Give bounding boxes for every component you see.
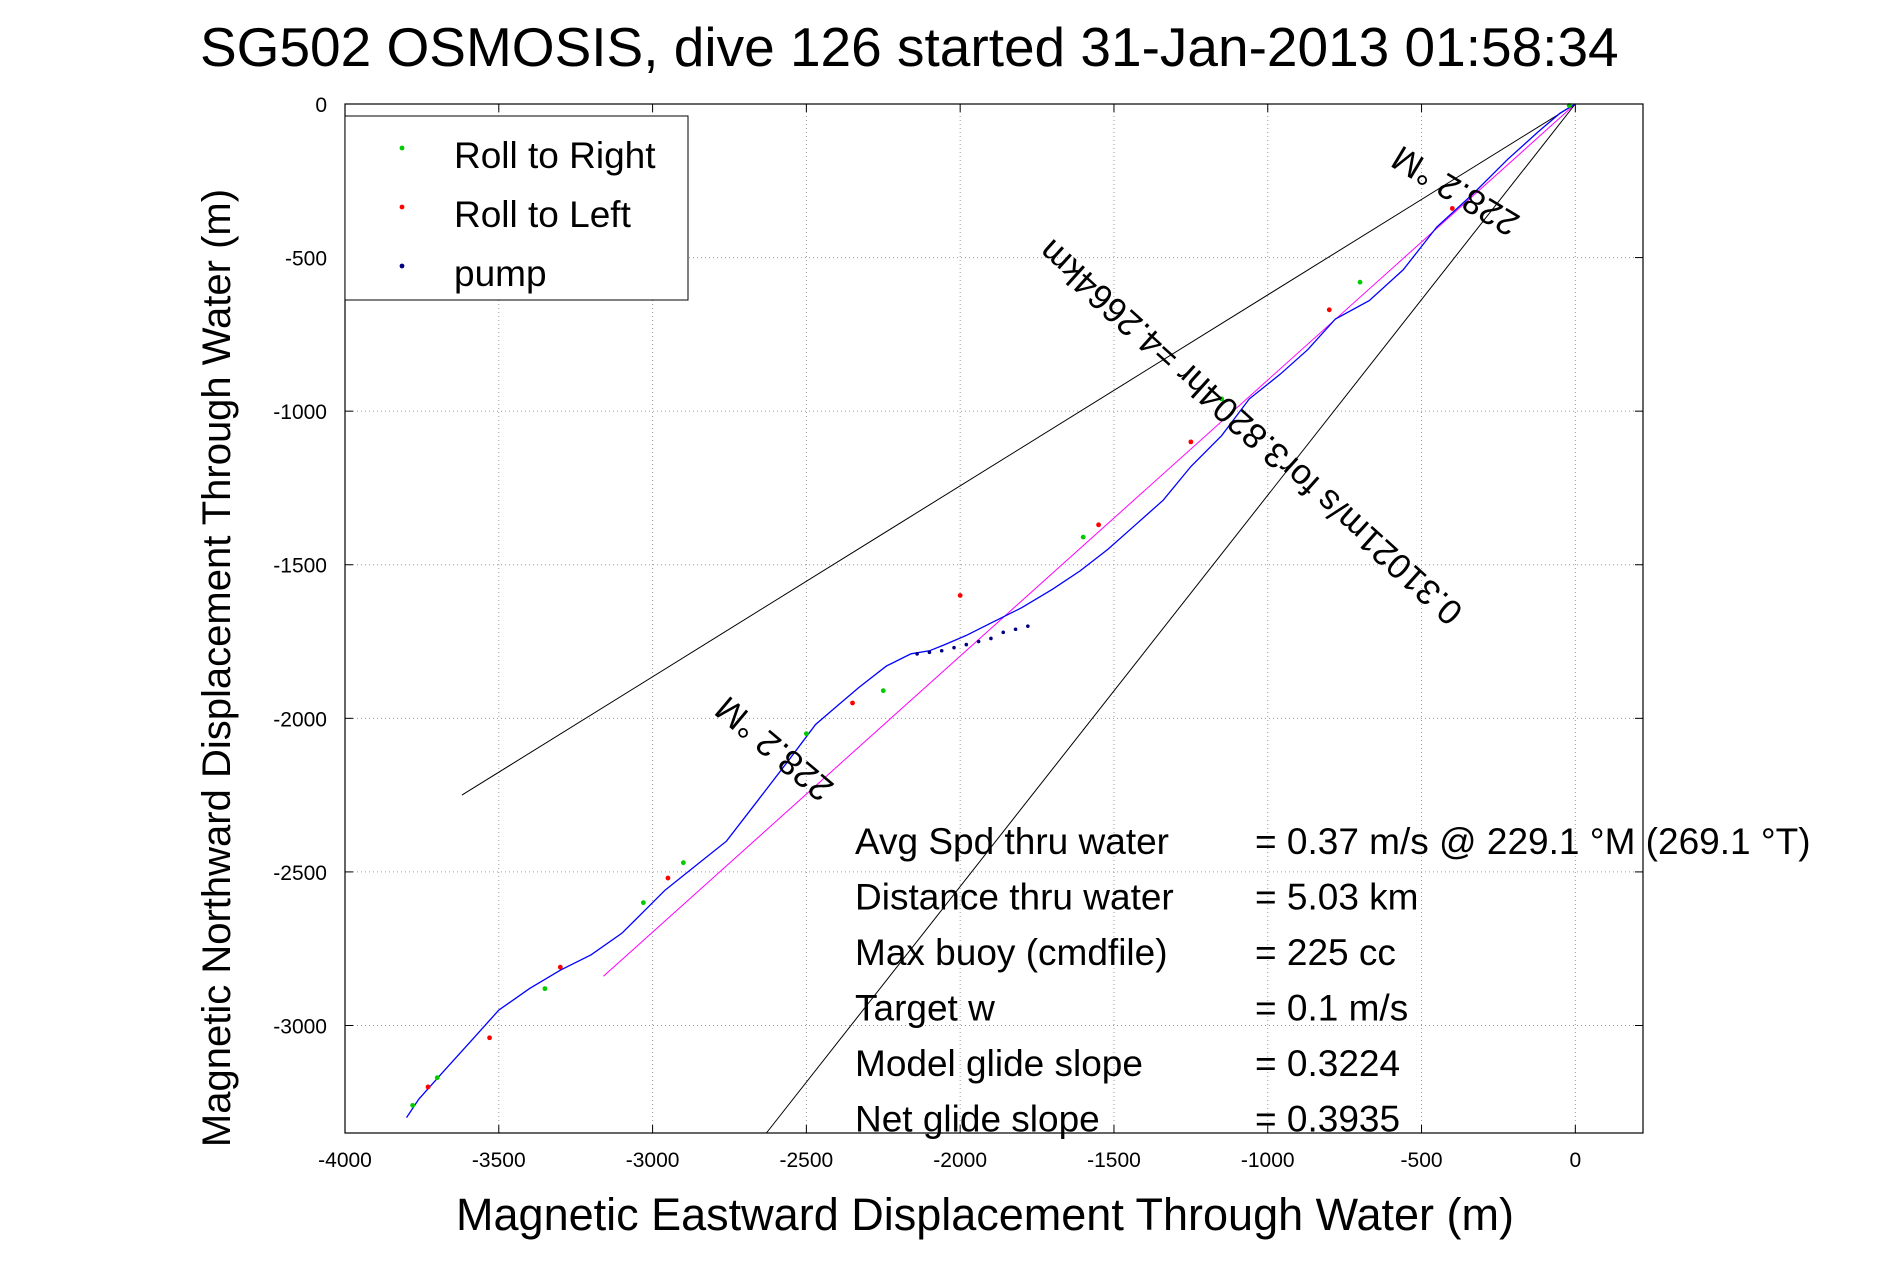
y-tick-label: -3000 <box>273 1015 327 1038</box>
roll-left-marker <box>850 700 855 706</box>
roll-right-marker <box>1219 396 1225 402</box>
legend-marker <box>399 145 405 151</box>
dive-track <box>405 103 1576 1118</box>
x-axis-label: Magnetic Eastward Displacement Through W… <box>456 1189 1514 1240</box>
x-tick-label: 0 <box>1569 1149 1581 1172</box>
plot-frame <box>344 103 1644 1134</box>
y-tick-label: -2500 <box>273 862 327 885</box>
stat-value: = 0.37 m/s @ 229.1 °M (269.1 °T) <box>1255 821 1811 862</box>
x-tick-label: -2000 <box>933 1149 987 1172</box>
stat-label: Distance thru water <box>855 877 1174 918</box>
annotation-label: 0.31021m/s for3.8204hr =4.2664km <box>1031 232 1470 633</box>
x-tick-label: -3000 <box>626 1149 680 1172</box>
x-axis-ticks: -4000 -3500 -3000 -2500 -2000 -1500 -1000 -500 0 <box>318 104 1581 1172</box>
plot-annotations: 228.2 °M0.31021m/s for3.8204hr =4.2664km… <box>708 138 1526 809</box>
x-tick-label: -2500 <box>780 1149 834 1172</box>
legend: Roll to Right Roll to Left pump <box>344 115 689 301</box>
stat-label: Avg Spd thru water <box>855 821 1169 862</box>
y-axis-ticks: 0 -500 -1000 -1500 -2000 -2500 -3000 <box>273 94 1643 1038</box>
annotation-label: 228.2 °M <box>1385 138 1525 244</box>
track-markers <box>410 103 1572 1108</box>
x-tick-label: -3500 <box>472 1149 526 1172</box>
y-tick-label: -1500 <box>273 555 327 578</box>
roll-right-marker <box>880 688 886 694</box>
pump-marker <box>952 645 956 650</box>
reference-lines <box>461 103 1576 1134</box>
pump-marker <box>939 648 944 653</box>
legend-marker <box>399 263 405 269</box>
y-tick-label: -500 <box>285 248 327 271</box>
pump-marker <box>964 642 969 647</box>
roll-right-marker <box>434 1075 440 1081</box>
roll-left-marker <box>1096 522 1101 528</box>
roll-right-marker <box>410 1102 416 1108</box>
x-tick-label: -500 <box>1401 1149 1443 1172</box>
legend-marker <box>399 204 405 210</box>
roll-left-marker <box>1326 307 1332 313</box>
pump-marker <box>989 636 993 641</box>
pump-marker <box>1026 624 1030 628</box>
x-tick-label: -1000 <box>1241 1149 1295 1172</box>
roll-left-marker <box>1449 206 1455 211</box>
stat-label: Max buoy (cmdfile) <box>855 932 1168 973</box>
stat-label: Target w <box>855 988 995 1029</box>
y-tick-label: 0 <box>315 94 327 117</box>
track-line <box>405 103 1576 1118</box>
roll-right-marker <box>1357 279 1363 285</box>
legend-item-label: Roll to Right <box>454 135 656 176</box>
roll-right-marker <box>680 860 686 866</box>
y-axis-label: Magnetic Northward Displacement Through … <box>195 189 239 1147</box>
stats-block: Avg Spd thru water = 0.37 m/s @ 229.1 °M … <box>855 821 1811 1140</box>
roll-left-marker <box>557 964 563 970</box>
y-tick-label: -2000 <box>273 708 327 731</box>
stat-value: = 225 cc <box>1255 932 1396 973</box>
roll-right-marker <box>640 900 646 906</box>
annotation-label: 228.2 °M <box>708 689 841 809</box>
stat-value: = 5.03 km <box>1255 877 1419 918</box>
pump-marker <box>976 639 981 644</box>
heading-line <box>603 103 1576 977</box>
stat-label: Net glide slope <box>855 1099 1100 1140</box>
roll-left-marker <box>665 875 671 881</box>
roll-left-marker <box>487 1035 492 1041</box>
x-tick-label: -1500 <box>1087 1149 1141 1172</box>
stat-value: = 0.1 m/s <box>1255 988 1408 1029</box>
legend-item-label: Roll to Left <box>454 194 632 235</box>
roll-right-marker <box>803 731 809 737</box>
stat-label: Model glide slope <box>855 1043 1143 1084</box>
roll-right-marker <box>1080 534 1086 540</box>
legend-item-label: pump <box>454 253 547 294</box>
stat-value: = 0.3224 <box>1255 1043 1400 1084</box>
pump-marker <box>927 650 932 655</box>
pump-marker <box>1013 627 1018 632</box>
bound-line <box>461 103 1576 796</box>
roll-left-marker <box>1188 439 1194 445</box>
bound-line <box>766 103 1576 1134</box>
y-tick-label: -1000 <box>273 401 327 424</box>
pump-marker <box>1001 630 1006 635</box>
stat-value: = 0.3935 <box>1255 1099 1400 1140</box>
roll-left-marker <box>425 1084 431 1090</box>
roll-left-marker <box>957 593 963 598</box>
roll-right-marker <box>542 986 548 992</box>
pump-marker <box>915 652 919 656</box>
x-tick-label: -4000 <box>318 1149 372 1172</box>
chart-title: SG502 OSMOSIS, dive 126 started 31-Jan-2… <box>200 16 1619 78</box>
